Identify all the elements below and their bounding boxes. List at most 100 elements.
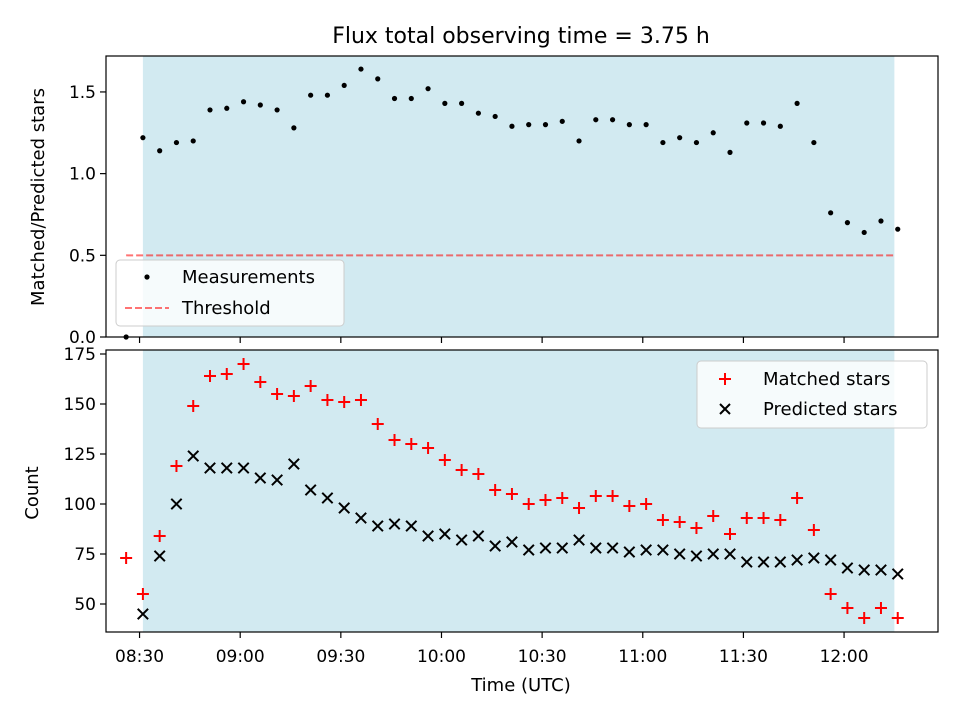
matched-star-point xyxy=(489,484,502,496)
matched-star-point xyxy=(539,494,552,506)
x-tick-label: 11:00 xyxy=(618,647,667,667)
matched-star-point xyxy=(388,434,401,446)
predicted-star-point xyxy=(371,520,384,532)
x-tick-label: 09:30 xyxy=(316,647,365,667)
matched-star-point xyxy=(740,512,753,524)
matched-star-point xyxy=(204,370,216,382)
figure-title: Flux total observing time = 3.75 h xyxy=(332,24,710,49)
count-panel-frame xyxy=(105,349,939,633)
measurement-point xyxy=(173,139,180,146)
ratio-y-tick-label: 1.5 xyxy=(69,83,96,103)
predicted-star-point xyxy=(204,462,216,474)
x-tick-label: 10:00 xyxy=(417,647,466,667)
matched-star-point xyxy=(690,522,703,534)
measurement-point xyxy=(576,138,582,144)
matched-star-point xyxy=(656,514,669,526)
predicted-star-point xyxy=(539,542,552,554)
measurement-point xyxy=(475,110,481,116)
measurement-point xyxy=(626,122,632,128)
predicted-star-point xyxy=(807,552,820,564)
predicted-star-point xyxy=(774,556,787,568)
predicted-star-point xyxy=(841,562,854,574)
matched-star-point xyxy=(858,612,871,624)
measurement-point xyxy=(207,107,213,113)
measurements-legend-marker xyxy=(144,274,150,280)
matched-star-point xyxy=(405,438,418,450)
measurement-point xyxy=(811,139,817,146)
matched-star-point xyxy=(522,498,535,510)
measurement-point xyxy=(844,220,851,226)
measurement-point xyxy=(257,102,263,108)
predicted-star-point xyxy=(338,502,351,514)
measurement-point xyxy=(677,135,683,141)
measurement-point xyxy=(727,149,733,155)
measurement-point xyxy=(760,120,767,126)
matched-legend-marker xyxy=(719,373,731,385)
matched-star-point xyxy=(120,552,133,564)
predicted-star-point xyxy=(438,528,451,540)
measurement-point xyxy=(492,113,498,120)
measurement-point xyxy=(375,76,381,82)
ratio-y-tick-label: 0.0 xyxy=(69,328,96,348)
measurement-point xyxy=(643,122,649,128)
ratio-y-tick-label: 1.0 xyxy=(69,165,96,185)
predicted-star-point xyxy=(287,458,300,470)
predicted-star-point xyxy=(589,542,602,554)
measurement-point xyxy=(794,100,800,106)
measurement-point xyxy=(308,92,314,98)
measurement-point xyxy=(609,117,616,123)
measurement-point xyxy=(693,139,700,146)
matched-star-point xyxy=(153,530,166,542)
ratio-panel: 0.0 0.5 1.0 1.5 Matched/Predicted stars Mea… xyxy=(28,55,939,348)
matched-star-point xyxy=(606,490,619,502)
predicted-star-point xyxy=(237,462,250,474)
matched-star-point xyxy=(807,524,820,536)
measurement-point xyxy=(710,130,716,136)
count-y-tick-label: 175 xyxy=(64,345,96,365)
predicted-star-point xyxy=(606,542,619,554)
count-x-axis-ticks: 08:30 09:00 09:30 10:00 10:30 11:00 11:30 12:00 xyxy=(115,632,869,667)
count-legend: Matched stars Predicted stars xyxy=(696,360,928,429)
measurement-point xyxy=(140,135,146,141)
predicted-star-point xyxy=(656,544,669,556)
measurement-point xyxy=(509,123,515,129)
measurement-point xyxy=(391,95,398,102)
matched-star-point xyxy=(724,528,736,540)
count-y-axis-ticks: 50 75 100 125 150 175 xyxy=(64,345,106,615)
matched-star-point xyxy=(136,588,149,600)
predicted-star-point xyxy=(472,530,485,542)
matched-legend-label: Matched stars xyxy=(763,369,890,390)
measurement-point xyxy=(224,105,230,111)
predicted-star-point xyxy=(891,568,904,580)
predicted-legend-label: Predicted stars xyxy=(763,399,897,420)
predicted-star-point xyxy=(170,498,183,510)
measurement-point xyxy=(425,86,431,92)
measurement-point xyxy=(895,226,901,232)
predicted-star-point xyxy=(875,564,887,576)
measurement-points-layer xyxy=(123,66,901,340)
measurement-point xyxy=(828,210,834,216)
count-y-tick-label: 150 xyxy=(64,395,96,415)
predicted-star-point xyxy=(707,548,720,560)
measurement-point xyxy=(459,100,465,106)
matched-star-point xyxy=(707,510,720,522)
measurement-point xyxy=(542,122,549,128)
count-y-tick-label: 75 xyxy=(74,545,96,565)
matched-star-point xyxy=(623,500,636,512)
predicted-star-point xyxy=(355,512,367,524)
x-tick-label: 11:30 xyxy=(719,647,768,667)
measurement-point xyxy=(777,123,783,129)
count-points-layer xyxy=(120,358,904,624)
predicted-star-point xyxy=(858,564,871,576)
measurement-point xyxy=(442,100,448,106)
predicted-star-point xyxy=(405,520,418,532)
predicted-star-point xyxy=(740,556,753,568)
matched-star-point xyxy=(170,460,183,472)
measurement-point xyxy=(157,148,163,154)
predicted-star-point xyxy=(304,484,317,496)
x-tick-label: 08:30 xyxy=(115,647,164,667)
matched-star-point xyxy=(824,588,837,600)
matched-star-point xyxy=(791,492,804,504)
matched-star-point xyxy=(187,400,200,412)
matched-star-point xyxy=(354,394,367,406)
